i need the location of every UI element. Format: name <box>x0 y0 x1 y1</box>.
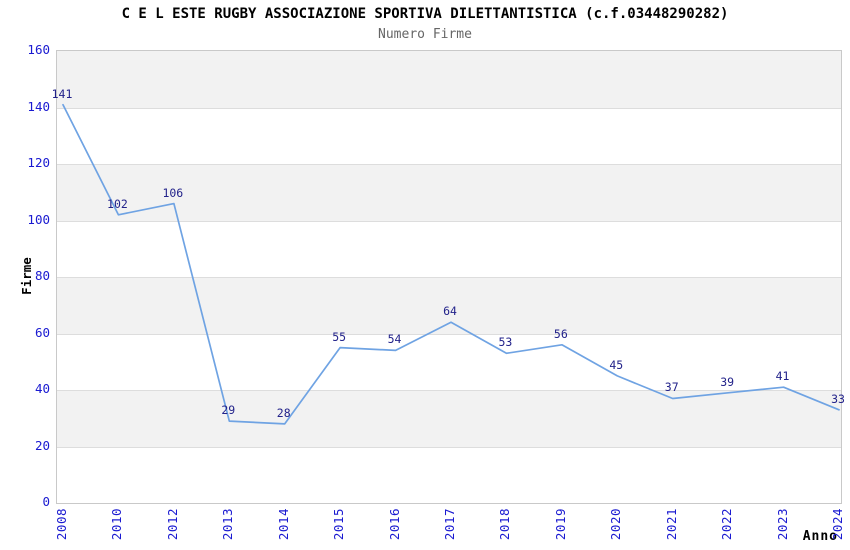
y-tick-label: 40 <box>34 381 50 396</box>
y-tick-label: 60 <box>34 324 50 340</box>
gridline <box>57 334 841 335</box>
y-tick-label: 0 <box>42 494 50 509</box>
data-point-label: 41 <box>775 369 790 384</box>
series-line-firme <box>62 103 840 425</box>
x-tick-label: 2015 <box>331 508 347 541</box>
x-tick-label: 2023 <box>774 508 790 541</box>
plot-band <box>57 446 841 503</box>
data-point-label: 37 <box>664 380 679 395</box>
data-point-label: 106 <box>162 185 184 200</box>
chart-subtitle: Numero Firme <box>378 27 472 42</box>
x-tick-label: 2024 <box>830 508 845 541</box>
x-tick-label: 2018 <box>497 508 513 541</box>
plot-band <box>57 390 841 447</box>
x-tick-label: 2020 <box>608 508 624 541</box>
x-tick-label: 2012 <box>164 508 180 541</box>
gridline <box>57 390 841 391</box>
data-point-label: 56 <box>553 326 568 341</box>
plot-band <box>57 333 841 390</box>
data-point-label: 45 <box>609 357 624 372</box>
y-tick-label: 160 <box>27 42 50 57</box>
gridline <box>57 221 841 222</box>
plot-band <box>57 220 841 277</box>
x-tick-label: 2014 <box>275 508 291 541</box>
gridline <box>57 447 841 448</box>
y-tick-label: 100 <box>27 211 50 227</box>
gridline <box>57 108 841 109</box>
x-tick-label: 2017 <box>442 508 457 541</box>
data-point-label: 64 <box>443 304 457 319</box>
gridline <box>57 277 841 278</box>
x-tick-label: 2010 <box>109 508 125 541</box>
y-tick-label: 120 <box>27 155 50 170</box>
data-point-label: 39 <box>720 374 735 389</box>
x-tick-label: 2008 <box>54 508 69 541</box>
y-tick-label: 20 <box>34 437 50 453</box>
chart-title: C E L ESTE RUGBY ASSOCIAZIONE SPORTIVA D… <box>121 6 729 22</box>
y-tick-label: 80 <box>34 268 50 283</box>
x-tick-label: 2019 <box>552 508 568 541</box>
data-point-label: 141 <box>51 86 73 101</box>
plot-area <box>56 50 842 504</box>
data-point-label: 54 <box>387 332 402 347</box>
plot-band <box>57 164 841 221</box>
x-tick-label: 2021 <box>663 508 679 541</box>
gridline <box>57 164 841 165</box>
x-axis-title: Anno <box>802 529 838 544</box>
x-tick-label: 2013 <box>220 508 236 541</box>
x-tick-label: 2022 <box>719 508 735 541</box>
data-point-label: 29 <box>221 403 236 418</box>
x-tick-label: 2016 <box>386 508 402 541</box>
data-point-label: 28 <box>276 405 291 420</box>
data-point-label: 53 <box>498 335 513 350</box>
data-point-label: 55 <box>332 329 347 344</box>
plot-band <box>57 51 841 108</box>
plot-band <box>57 107 841 164</box>
data-point-label: 33 <box>831 391 845 406</box>
series-svg <box>62 103 840 425</box>
y-tick-label: 140 <box>27 98 50 114</box>
data-point-label: 102 <box>107 196 128 211</box>
